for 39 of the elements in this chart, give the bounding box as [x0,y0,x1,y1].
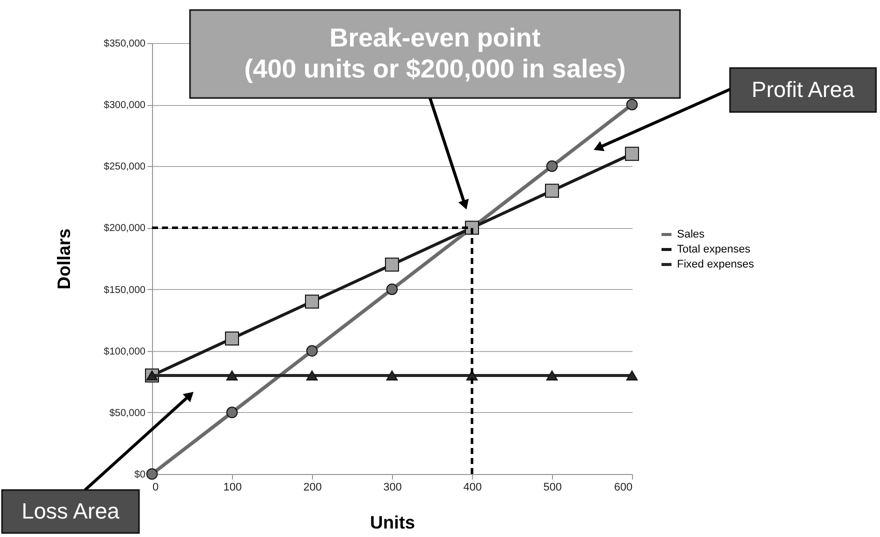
y-tick-label: $300,000 [104,100,146,112]
point [386,370,398,381]
y-tick-label: $150,000 [104,284,146,296]
x-tick-label: 200 [303,482,322,494]
y-tick-label: $50,000 [109,408,146,419]
point [226,406,238,418]
y-axis-title: Dollars [54,228,74,290]
point [386,284,398,296]
point [304,294,320,309]
y-tick-label: $100,000 [104,346,146,358]
point [146,468,158,480]
point [546,370,558,381]
y-tick-label: $0 [134,470,146,480]
text: Profit Area [752,77,856,102]
legend-label: Fixed expenses [677,258,755,270]
legend-label: Sales [677,228,706,240]
x-tick-label: 600 [614,482,632,494]
point [546,160,558,172]
annotation: Break-even point (400 units or $200,000 in sales) [244,22,626,84]
y-tick-label: $250,000 [104,162,146,173]
point [306,345,318,357]
point [544,184,560,198]
y-tick-label: $350,000 [104,38,146,50]
point [626,98,638,110]
text: Loss Area [22,498,120,524]
x-tick-label: 400 [463,482,482,494]
point [624,146,640,161]
x-tick-label: 100 [223,482,242,494]
x-tick-label: 500 [543,482,562,494]
x-axis-title: Units [370,512,415,532]
x-tick-label: 0 [152,482,159,494]
y-tick-label: $200,000 [104,223,146,234]
point [626,370,638,381]
point [224,332,240,346]
x-tick-label: 300 [383,482,402,494]
point [384,258,400,272]
point [306,370,318,381]
point [226,370,238,381]
legend-label: Total expenses [677,244,751,256]
